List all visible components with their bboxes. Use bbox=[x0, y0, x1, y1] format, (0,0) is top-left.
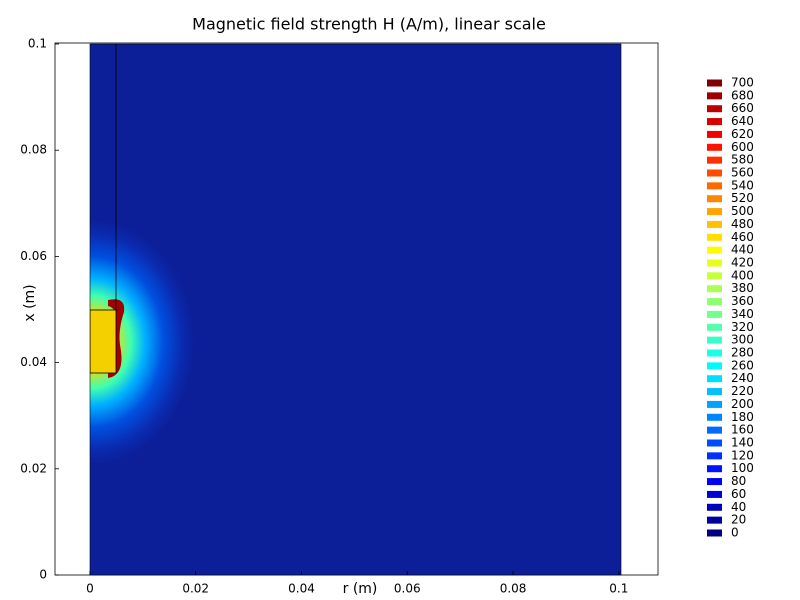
colorbar-label: 440 bbox=[731, 243, 754, 257]
x-axis-label: r (m) bbox=[343, 581, 378, 597]
colorbar-label: 220 bbox=[731, 384, 754, 398]
colorbar-label: 60 bbox=[731, 487, 746, 501]
colorbar-label: 120 bbox=[731, 448, 754, 462]
colorbar-swatch bbox=[707, 298, 722, 306]
colorbar-label: 680 bbox=[731, 88, 754, 102]
colorbar-label: 540 bbox=[731, 178, 754, 192]
colorbar-label: 700 bbox=[731, 76, 754, 90]
colorbar-swatch bbox=[707, 169, 722, 177]
colorbar-label: 620 bbox=[731, 127, 754, 141]
colorbar-swatch bbox=[707, 143, 722, 151]
colorbar-swatch bbox=[707, 388, 722, 396]
coil bbox=[90, 309, 117, 374]
colorbar-label: 160 bbox=[731, 423, 754, 437]
x-tick-label: 0 bbox=[86, 582, 94, 596]
colorbar-swatch bbox=[707, 362, 722, 370]
colorbar-swatch bbox=[707, 465, 722, 473]
colorbar-label: 380 bbox=[731, 281, 754, 295]
chart-title: Magnetic field strength H (A/m), linear … bbox=[192, 15, 546, 34]
colorbar-swatch bbox=[707, 182, 722, 190]
y-tick-label: 0.08 bbox=[20, 143, 47, 157]
colorbar-label: 260 bbox=[731, 358, 754, 372]
y-axis-label: x (m) bbox=[22, 284, 38, 321]
colorbar-swatch bbox=[707, 118, 722, 126]
colorbar-swatch bbox=[707, 208, 722, 216]
colorbar-swatch bbox=[707, 516, 722, 524]
y-tick-label: 0.04 bbox=[20, 355, 47, 369]
colorbar-swatch bbox=[707, 452, 722, 460]
colorbar-swatch bbox=[707, 272, 722, 280]
colorbar-label: 400 bbox=[731, 268, 754, 282]
colorbar-swatch bbox=[707, 310, 722, 318]
colorbar-swatch bbox=[707, 529, 722, 537]
colorbar-label: 360 bbox=[731, 294, 754, 308]
colorbar-swatch bbox=[707, 503, 722, 511]
y-tick-label: 0 bbox=[39, 568, 47, 582]
colorbar-swatch bbox=[707, 478, 722, 486]
x-tick-label: 0.1 bbox=[609, 582, 628, 596]
colorbar-swatch bbox=[707, 156, 722, 164]
x-tick-label: 0.04 bbox=[288, 582, 315, 596]
colorbar-swatch bbox=[707, 413, 722, 421]
colorbar-swatch bbox=[707, 400, 722, 408]
colorbar-label: 660 bbox=[731, 101, 754, 115]
colorbar-label: 80 bbox=[731, 474, 746, 488]
colorbar-swatch bbox=[707, 439, 722, 447]
colorbar-label: 200 bbox=[731, 397, 754, 411]
x-tick-label: 0.02 bbox=[182, 582, 209, 596]
x-tick-label: 0.06 bbox=[394, 582, 421, 596]
colorbar-label: 580 bbox=[731, 153, 754, 167]
colorbar-label: 480 bbox=[731, 217, 754, 231]
colorbar-label: 560 bbox=[731, 166, 754, 180]
colorbar-label: 240 bbox=[731, 371, 754, 385]
colorbar-label: 300 bbox=[731, 333, 754, 347]
field bbox=[90, 44, 621, 575]
colorbar-swatch bbox=[707, 246, 722, 254]
y-tick-label: 0.1 bbox=[28, 37, 47, 51]
colorbar-label: 520 bbox=[731, 191, 754, 205]
colorbar-swatch bbox=[707, 130, 722, 138]
colorbar-label: 20 bbox=[731, 513, 746, 527]
colorbar-label: 500 bbox=[731, 204, 754, 218]
colorbar-swatch bbox=[707, 195, 722, 203]
colorbar-label: 40 bbox=[731, 500, 746, 514]
colorbar-label: 140 bbox=[731, 436, 754, 450]
colorbar-swatch bbox=[707, 285, 722, 293]
x-tick-label: 0.08 bbox=[500, 582, 527, 596]
colorbar-label: 0 bbox=[731, 526, 739, 540]
colorbar-label: 340 bbox=[731, 307, 754, 321]
colorbar-swatch bbox=[707, 490, 722, 498]
colorbar-label: 280 bbox=[731, 346, 754, 360]
colorbar-swatch bbox=[707, 375, 722, 383]
colorbar-swatch bbox=[707, 105, 722, 113]
colorbar-swatch bbox=[707, 349, 722, 357]
y-tick-label: 0.06 bbox=[20, 249, 47, 263]
colorbar-swatch bbox=[707, 92, 722, 100]
colorbar-label: 180 bbox=[731, 410, 754, 424]
colorbar-label: 460 bbox=[731, 230, 754, 244]
colorbar-label: 100 bbox=[731, 461, 754, 475]
y-tick-label: 0.02 bbox=[20, 461, 47, 475]
colorbar-swatch bbox=[707, 336, 722, 344]
colorbar-swatch bbox=[707, 233, 722, 241]
colorbar-swatch bbox=[707, 323, 722, 331]
colorbar-swatch bbox=[707, 79, 722, 87]
colorbar-label: 600 bbox=[731, 140, 754, 154]
domain-outline bbox=[89, 43, 622, 576]
colorbar-label: 420 bbox=[731, 256, 754, 270]
colorbar-swatch bbox=[707, 259, 722, 267]
colorbar-swatch bbox=[707, 220, 722, 228]
colorbar-swatch bbox=[707, 426, 722, 434]
colorbar-label: 320 bbox=[731, 320, 754, 334]
colorbar-label: 640 bbox=[731, 114, 754, 128]
